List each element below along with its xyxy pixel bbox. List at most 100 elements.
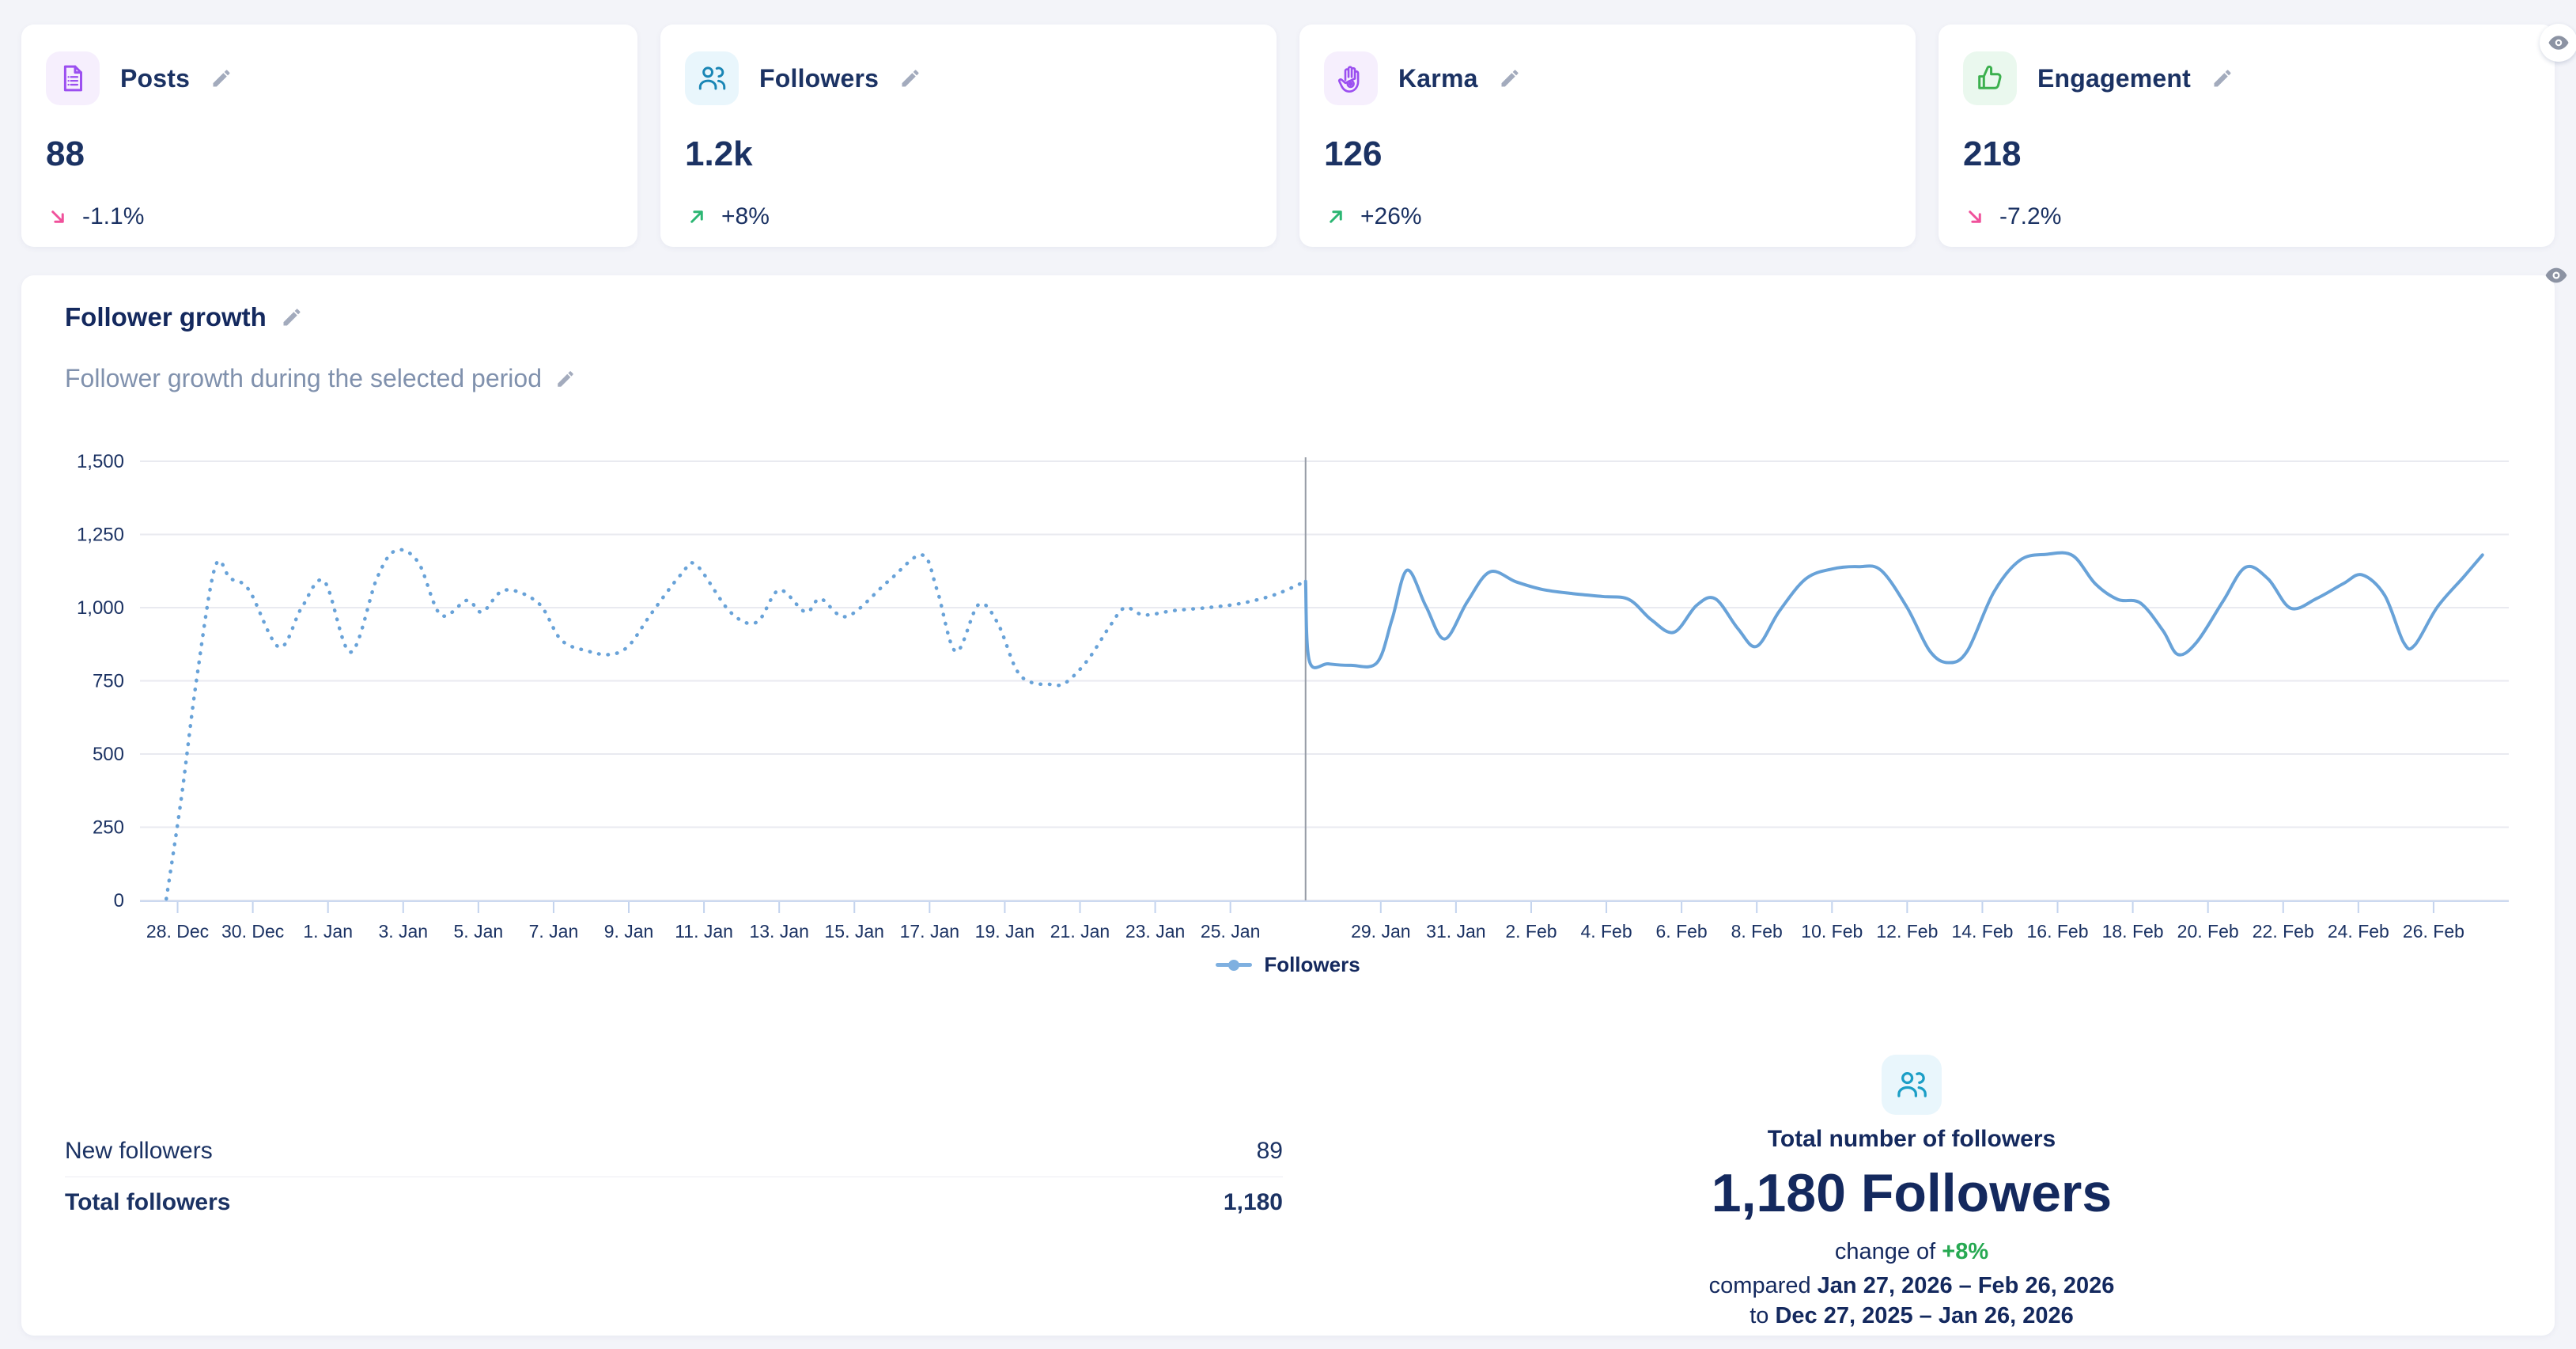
svg-text:6. Feb: 6. Feb bbox=[1656, 921, 1708, 938]
visibility-toggle-stats[interactable] bbox=[2540, 24, 2576, 62]
svg-text:5. Jan: 5. Jan bbox=[454, 921, 504, 938]
summary-change-prefix: change of bbox=[1834, 1239, 1942, 1265]
svg-text:8. Feb: 8. Feb bbox=[1731, 921, 1783, 938]
svg-text:14. Feb: 14. Feb bbox=[1951, 921, 2013, 938]
widget-subtitle: Follower growth during the selected peri… bbox=[65, 364, 542, 392]
eye-icon bbox=[2545, 267, 2567, 283]
row-value: 1,180 bbox=[1223, 1189, 1283, 1215]
stat-card-engagement: Engagement 218 -7.2% bbox=[1939, 25, 2555, 247]
edit-icon[interactable] bbox=[281, 306, 303, 328]
svg-text:16. Feb: 16. Feb bbox=[2027, 921, 2089, 938]
follower-growth-chart[interactable]: 0 250 500 750 1,000 1,250 1,500 28. Dec 30. Dec 1… bbox=[65, 453, 2517, 938]
summary-total: 1,180 Followers bbox=[1711, 1163, 2113, 1223]
stat-card-header: Karma bbox=[1324, 51, 1889, 105]
edit-icon[interactable] bbox=[210, 67, 233, 89]
stat-change-value: -1.1% bbox=[82, 203, 145, 229]
visibility-toggle-follower-growth[interactable] bbox=[2544, 263, 2572, 291]
stat-card-followers: Followers 1.2k +8% bbox=[660, 25, 1277, 247]
svg-text:25. Jan: 25. Jan bbox=[1201, 921, 1260, 938]
compare-current-range: Jan 27, 2026 – Feb 26, 2026 bbox=[1817, 1273, 2115, 1299]
edit-icon[interactable] bbox=[1499, 67, 1521, 89]
stat-card-title: Followers bbox=[759, 63, 879, 93]
summary-compare-lines: compared Jan 27, 2026 – Feb 26, 2026 to … bbox=[1469, 1271, 2355, 1331]
stat-change-row: +8% bbox=[685, 203, 1250, 230]
svg-text:12. Feb: 12. Feb bbox=[1876, 921, 1938, 938]
stat-change-value: +26% bbox=[1360, 203, 1422, 229]
stat-icon-box bbox=[1963, 51, 2017, 105]
stat-change-value: +8% bbox=[721, 203, 770, 229]
svg-text:28. Dec: 28. Dec bbox=[146, 921, 209, 938]
followers-summary-table: New followers 89 Total followers 1,180 bbox=[65, 1126, 1283, 1228]
svg-text:19. Jan: 19. Jan bbox=[975, 921, 1035, 938]
stat-card-karma: Karma 126 +26% bbox=[1299, 25, 1916, 247]
svg-text:26. Feb: 26. Feb bbox=[2403, 921, 2464, 938]
total-followers-summary: Total number of followers 1,180 Follower… bbox=[1469, 1055, 2355, 1332]
summary-icon-box bbox=[1882, 1055, 1942, 1115]
stat-value: 88 bbox=[46, 135, 85, 173]
posts-icon bbox=[63, 65, 82, 92]
stat-value: 1.2k bbox=[685, 135, 753, 173]
compare-previous-range: Dec 27, 2025 – Jan 26, 2026 bbox=[1775, 1303, 2074, 1329]
svg-text:31. Jan: 31. Jan bbox=[1426, 921, 1485, 938]
follower-growth-widget: Follower growth Follower growth during t… bbox=[21, 275, 2555, 1336]
stat-icon-box bbox=[46, 51, 100, 105]
svg-text:1,500: 1,500 bbox=[77, 453, 124, 472]
svg-text:17. Jan: 17. Jan bbox=[900, 921, 959, 938]
svg-text:250: 250 bbox=[93, 817, 124, 839]
legend-item-followers[interactable]: Followers bbox=[21, 953, 2555, 977]
stat-icon-box bbox=[1324, 51, 1378, 105]
svg-text:1,250: 1,250 bbox=[77, 525, 124, 546]
row-value: 89 bbox=[1256, 1138, 1283, 1164]
stat-cards-row: Posts 88 -1.1% bbox=[21, 25, 2555, 247]
svg-text:30. Dec: 30. Dec bbox=[221, 921, 284, 938]
karma-icon bbox=[1337, 66, 1360, 93]
svg-text:1,000: 1,000 bbox=[77, 597, 124, 619]
trend-down-icon bbox=[51, 210, 64, 223]
stat-value: 126 bbox=[1324, 135, 1383, 173]
edit-icon[interactable] bbox=[554, 369, 577, 389]
svg-text:7. Jan: 7. Jan bbox=[529, 921, 579, 938]
widget-title-row: Follower growth bbox=[65, 302, 303, 332]
stat-card-posts: Posts 88 -1.1% bbox=[21, 25, 637, 247]
svg-text:24. Feb: 24. Feb bbox=[2328, 921, 2389, 938]
legend-line-marker bbox=[1216, 963, 1253, 967]
svg-text:3. Jan: 3. Jan bbox=[378, 921, 428, 938]
edit-icon[interactable] bbox=[899, 67, 921, 89]
followers-icon bbox=[698, 66, 726, 90]
svg-text:4. Feb: 4. Feb bbox=[1580, 921, 1632, 938]
svg-text:1. Jan: 1. Jan bbox=[303, 921, 353, 938]
svg-text:11. Jan: 11. Jan bbox=[675, 921, 733, 938]
summary-change-value: +8% bbox=[1942, 1239, 1989, 1265]
stat-card-header: Posts bbox=[46, 51, 611, 105]
svg-text:13. Jan: 13. Jan bbox=[749, 921, 808, 938]
trend-up-icon bbox=[690, 210, 703, 223]
compare-to: to bbox=[1749, 1303, 1776, 1329]
svg-text:10. Feb: 10. Feb bbox=[1801, 921, 1863, 938]
svg-text:23. Jan: 23. Jan bbox=[1125, 921, 1185, 938]
svg-text:750: 750 bbox=[93, 671, 124, 692]
trend-down-icon bbox=[1969, 210, 1981, 223]
stat-card-title: Karma bbox=[1398, 63, 1478, 93]
stat-change-value: -7.2% bbox=[1999, 203, 2062, 229]
thumbs-up-icon bbox=[1978, 65, 2002, 89]
followers-icon bbox=[1897, 1071, 1927, 1097]
stat-card-header: Followers bbox=[685, 51, 1250, 105]
table-row: New followers 89 bbox=[65, 1126, 1283, 1177]
stat-change-row: +26% bbox=[1324, 203, 1889, 230]
row-label: New followers bbox=[65, 1138, 213, 1164]
table-row: Total followers 1,180 bbox=[65, 1177, 1283, 1228]
compare-prefix: compared bbox=[1708, 1273, 1818, 1299]
stat-card-header: Engagement bbox=[1963, 51, 2528, 105]
svg-text:500: 500 bbox=[93, 744, 124, 765]
edit-icon[interactable] bbox=[2211, 67, 2234, 89]
widget-subtitle-row: Follower growth during the selected peri… bbox=[65, 364, 577, 393]
stat-change-row: -7.2% bbox=[1963, 203, 2528, 230]
svg-text:29. Jan: 29. Jan bbox=[1351, 921, 1410, 938]
widget-title: Follower growth bbox=[65, 302, 267, 332]
svg-text:15. Jan: 15. Jan bbox=[825, 921, 884, 938]
stat-value: 218 bbox=[1963, 135, 2022, 173]
stat-card-title: Engagement bbox=[2037, 63, 2192, 93]
svg-text:20. Feb: 20. Feb bbox=[2177, 921, 2239, 938]
svg-text:9. Jan: 9. Jan bbox=[604, 921, 654, 938]
eye-icon bbox=[2548, 36, 2569, 50]
